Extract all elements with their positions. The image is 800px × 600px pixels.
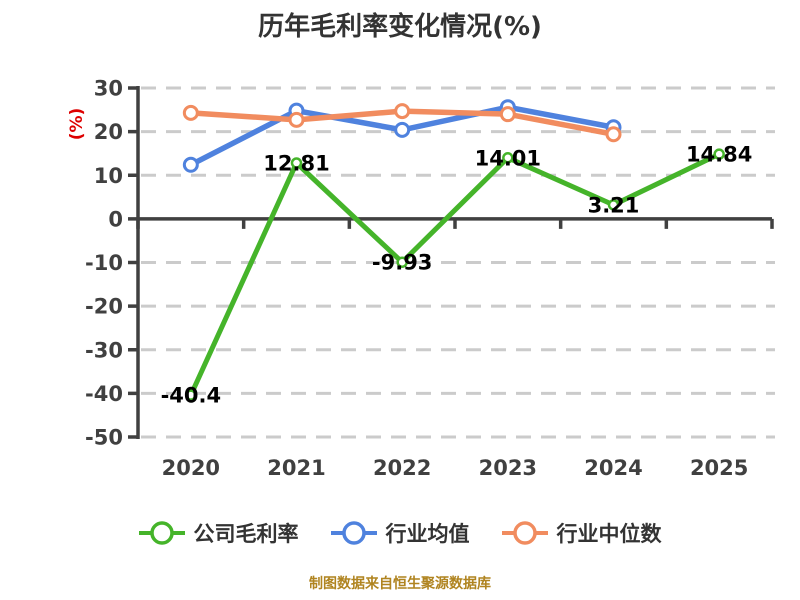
- legend-label: 公司毛利率: [193, 522, 299, 546]
- series-marker-0: [396, 256, 408, 268]
- data-label: 14.01: [475, 146, 541, 170]
- series-marker-2: [605, 126, 622, 143]
- series-marker-2: [182, 104, 199, 121]
- legend-item-0: 公司毛利率: [138, 518, 299, 548]
- x-tick-label: 2020: [162, 456, 220, 480]
- x-tick-label: 2023: [479, 456, 537, 480]
- series-marker-0: [502, 152, 514, 164]
- series-marker-2: [499, 106, 516, 123]
- data-label: 3.21: [588, 193, 640, 217]
- y-tick-label: 30: [94, 77, 123, 101]
- series-marker-1: [394, 121, 411, 138]
- chart-footer: 制图数据来自恒生聚源数据库: [309, 576, 491, 592]
- series-marker-0: [185, 389, 197, 401]
- y-tick-label: -20: [85, 295, 123, 319]
- legend-item-1: 行业均值: [330, 518, 470, 548]
- y-tick-label: -50: [85, 426, 123, 450]
- series-marker-0: [607, 199, 620, 211]
- y-tick-label: 0: [108, 207, 123, 231]
- y-tick-label: 10: [94, 164, 123, 188]
- legend-label: 行业均值: [385, 522, 470, 546]
- x-tick-label: 2021: [267, 456, 325, 480]
- series-marker-2: [394, 103, 411, 120]
- x-tick-label: 2024: [584, 456, 642, 480]
- legend-marker-icon: [330, 521, 377, 545]
- series-marker-2: [288, 111, 305, 128]
- legend-marker-icon: [501, 521, 548, 545]
- data-label: 12.81: [263, 151, 329, 175]
- series-marker-1: [182, 156, 199, 173]
- series-line-0: [188, 151, 722, 398]
- data-label: -9.93: [372, 251, 433, 275]
- legend-label: 行业中位数: [556, 522, 662, 546]
- data-label: -40.4: [161, 384, 222, 408]
- y-tick-label: -30: [85, 338, 123, 362]
- chart-legend: 公司毛利率 行业均值 行业中位数: [0, 518, 800, 548]
- series-marker-0: [713, 148, 725, 160]
- y-tick-label: 20: [94, 120, 123, 144]
- y-tick-label: -40: [85, 382, 123, 406]
- data-label: 14.84: [686, 143, 752, 167]
- chart-title: 历年毛利率变化情况(%): [258, 12, 542, 42]
- legend-marker-icon: [138, 521, 185, 545]
- x-tick-label: 2025: [690, 456, 748, 480]
- y-tick-label: -10: [85, 251, 123, 275]
- x-tick-label: 2022: [373, 456, 431, 480]
- series-marker-0: [290, 157, 303, 169]
- legend-item-2: 行业中位数: [501, 518, 662, 548]
